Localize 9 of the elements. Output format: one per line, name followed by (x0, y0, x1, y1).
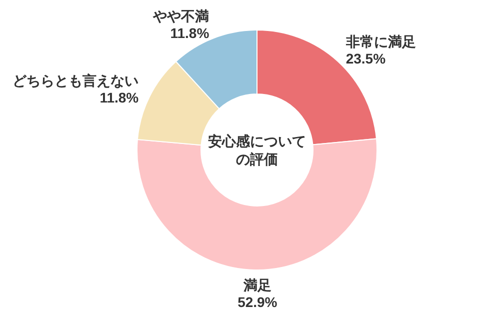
slice-label: やや不満 (152, 8, 210, 24)
slice-label: 満足 (242, 277, 272, 293)
slice-label: 非常に満足 (344, 33, 416, 50)
data-label: 52.9% (238, 294, 278, 310)
text: 安心感についての評価 (208, 133, 306, 167)
data-label: 11.8% (100, 90, 140, 106)
data-label: 23.5% (346, 50, 386, 66)
slice-label: どちらとも言えない (12, 72, 139, 89)
data-label: 11.8% (170, 24, 210, 41)
